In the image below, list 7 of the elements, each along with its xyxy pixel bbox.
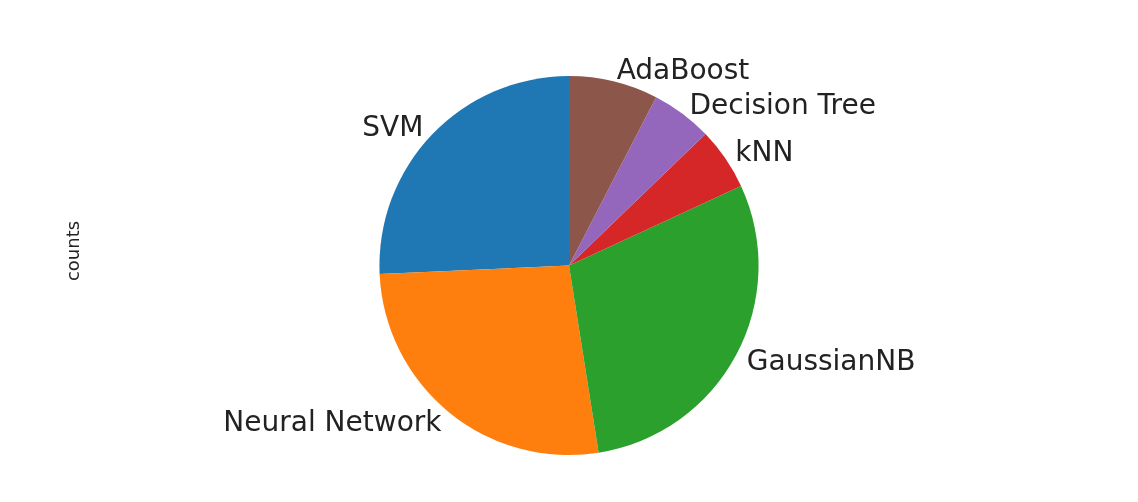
slice-label: Neural Network bbox=[223, 405, 443, 439]
text: counts bbox=[61, 220, 83, 282]
slice-label: SVM bbox=[362, 109, 424, 143]
slice-label: AdaBoost bbox=[616, 53, 750, 87]
slice-label: GaussianNB bbox=[746, 343, 916, 377]
slice-label: Decision Tree bbox=[689, 87, 876, 121]
slice-label: kNN bbox=[735, 135, 794, 169]
